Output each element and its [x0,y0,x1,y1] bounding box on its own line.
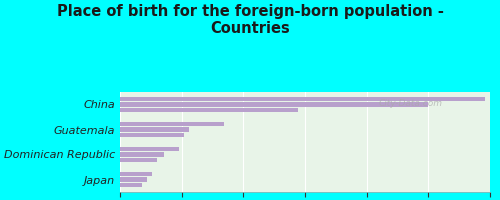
Bar [120,133,184,137]
Bar [120,97,485,101]
Bar [120,172,152,176]
Bar [120,102,428,107]
Bar [120,147,179,151]
Bar [120,108,298,112]
Bar [120,122,224,126]
Text: City-Data.com: City-Data.com [379,99,443,108]
Bar [120,127,189,132]
Bar [120,152,164,157]
Text: Place of birth for the foreign-born population -
Countries: Place of birth for the foreign-born popu… [56,4,444,36]
Bar [120,158,157,162]
Bar [120,183,142,187]
Bar [120,177,147,182]
